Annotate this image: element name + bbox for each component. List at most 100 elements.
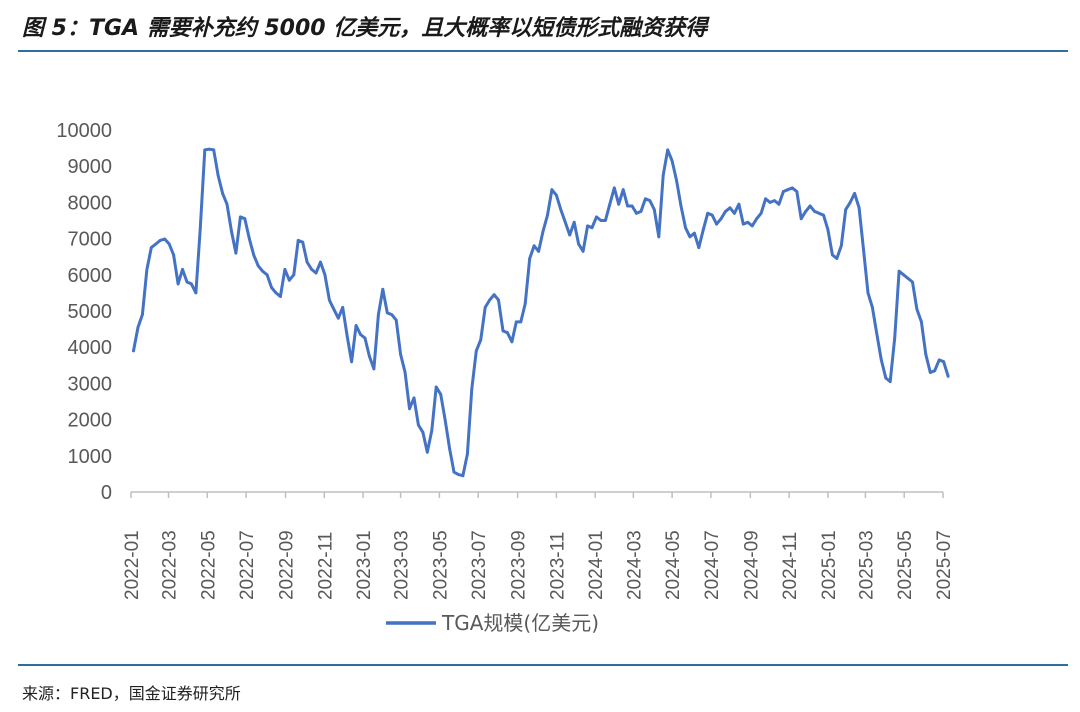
data-point (474, 349, 478, 353)
y-tick-label: 1000 (68, 446, 113, 468)
data-point (141, 313, 144, 316)
data-point (497, 298, 500, 302)
data-point (203, 148, 207, 152)
data-point (377, 313, 380, 316)
data-point (559, 208, 563, 212)
data-point (270, 286, 273, 289)
x-tick-label: 2022-05 (198, 530, 219, 600)
data-point (425, 450, 429, 454)
data-point (225, 202, 229, 206)
data-point (897, 269, 901, 273)
data-point (412, 396, 416, 400)
x-tick-label: 2022-09 (277, 530, 298, 600)
x-tick-label: 2024-09 (741, 530, 762, 600)
data-point (915, 307, 919, 311)
x-tick-label: 2022-03 (160, 530, 181, 600)
data-point (408, 407, 411, 411)
data-point (657, 235, 661, 239)
data-point (888, 380, 892, 383)
data-point (501, 329, 505, 333)
data-point (786, 188, 790, 192)
data-point (292, 273, 296, 277)
data-point (261, 269, 264, 273)
data-point (799, 217, 803, 221)
data-point (563, 220, 567, 224)
data-point (256, 264, 260, 268)
bottom-rule (18, 664, 1068, 666)
data-point (666, 148, 670, 152)
data-point (661, 173, 665, 177)
data-point (875, 333, 879, 336)
data-point (345, 334, 349, 338)
data-point (862, 248, 865, 251)
data-point (906, 277, 910, 280)
data-point (132, 349, 135, 353)
data-point (158, 239, 162, 242)
x-tick-label: 2023-05 (430, 530, 451, 600)
data-point (252, 253, 256, 257)
x-tick-label: 2024-05 (663, 530, 684, 600)
data-point (866, 291, 870, 295)
data-point (359, 333, 362, 336)
data-point (572, 220, 576, 224)
data-point (274, 291, 278, 295)
data-point (457, 473, 460, 476)
data-point (626, 204, 629, 208)
data-point (590, 226, 594, 230)
data-point (652, 208, 656, 212)
data-point (577, 242, 580, 246)
x-axis: 2022-01 2022-03 2022-05 2022-07 2022-09 2022-… (122, 491, 955, 600)
data-point (581, 249, 585, 253)
data-point (782, 190, 785, 193)
data-point (363, 336, 367, 340)
data-point (167, 242, 171, 246)
data-point (612, 186, 616, 190)
data-point (172, 253, 176, 257)
data-point (839, 244, 843, 248)
y-tick-label: 10000 (56, 120, 112, 142)
data-point (550, 188, 554, 192)
data-point (492, 293, 496, 297)
data-point (234, 251, 238, 255)
y-tick-label: 4000 (68, 337, 113, 359)
data-point (937, 358, 941, 362)
data-point (924, 353, 928, 356)
data-point (808, 204, 812, 208)
data-point (198, 226, 202, 230)
data-point (746, 220, 750, 224)
data-point (879, 358, 883, 362)
data-point (759, 211, 763, 215)
data-point (644, 197, 647, 201)
data-point (764, 197, 767, 201)
data-point (190, 282, 193, 286)
x-tick-label: 2023-09 (509, 530, 530, 600)
data-point (296, 239, 300, 242)
data-point (813, 210, 816, 213)
data-point (568, 233, 572, 237)
data-point (693, 231, 696, 235)
data-point (604, 219, 607, 222)
data-point (835, 257, 839, 260)
data-point (946, 374, 950, 378)
data-point (733, 211, 736, 215)
data-point (336, 316, 340, 320)
data-point (893, 336, 897, 340)
data-point (145, 268, 149, 271)
data-point (697, 246, 701, 250)
data-point (154, 242, 158, 246)
data-point (381, 287, 385, 291)
data-point (741, 222, 745, 226)
data-point (448, 447, 451, 450)
y-tick-label: 2000 (68, 410, 113, 432)
data-point (301, 240, 305, 244)
data-point (857, 206, 861, 210)
data-point (871, 306, 874, 309)
data-point (541, 230, 545, 233)
x-tick-label: 2022-11 (315, 532, 336, 600)
data-point (452, 470, 456, 474)
data-point (212, 148, 216, 152)
data-point (928, 371, 932, 374)
data-point (136, 325, 140, 329)
data-point (555, 193, 558, 197)
